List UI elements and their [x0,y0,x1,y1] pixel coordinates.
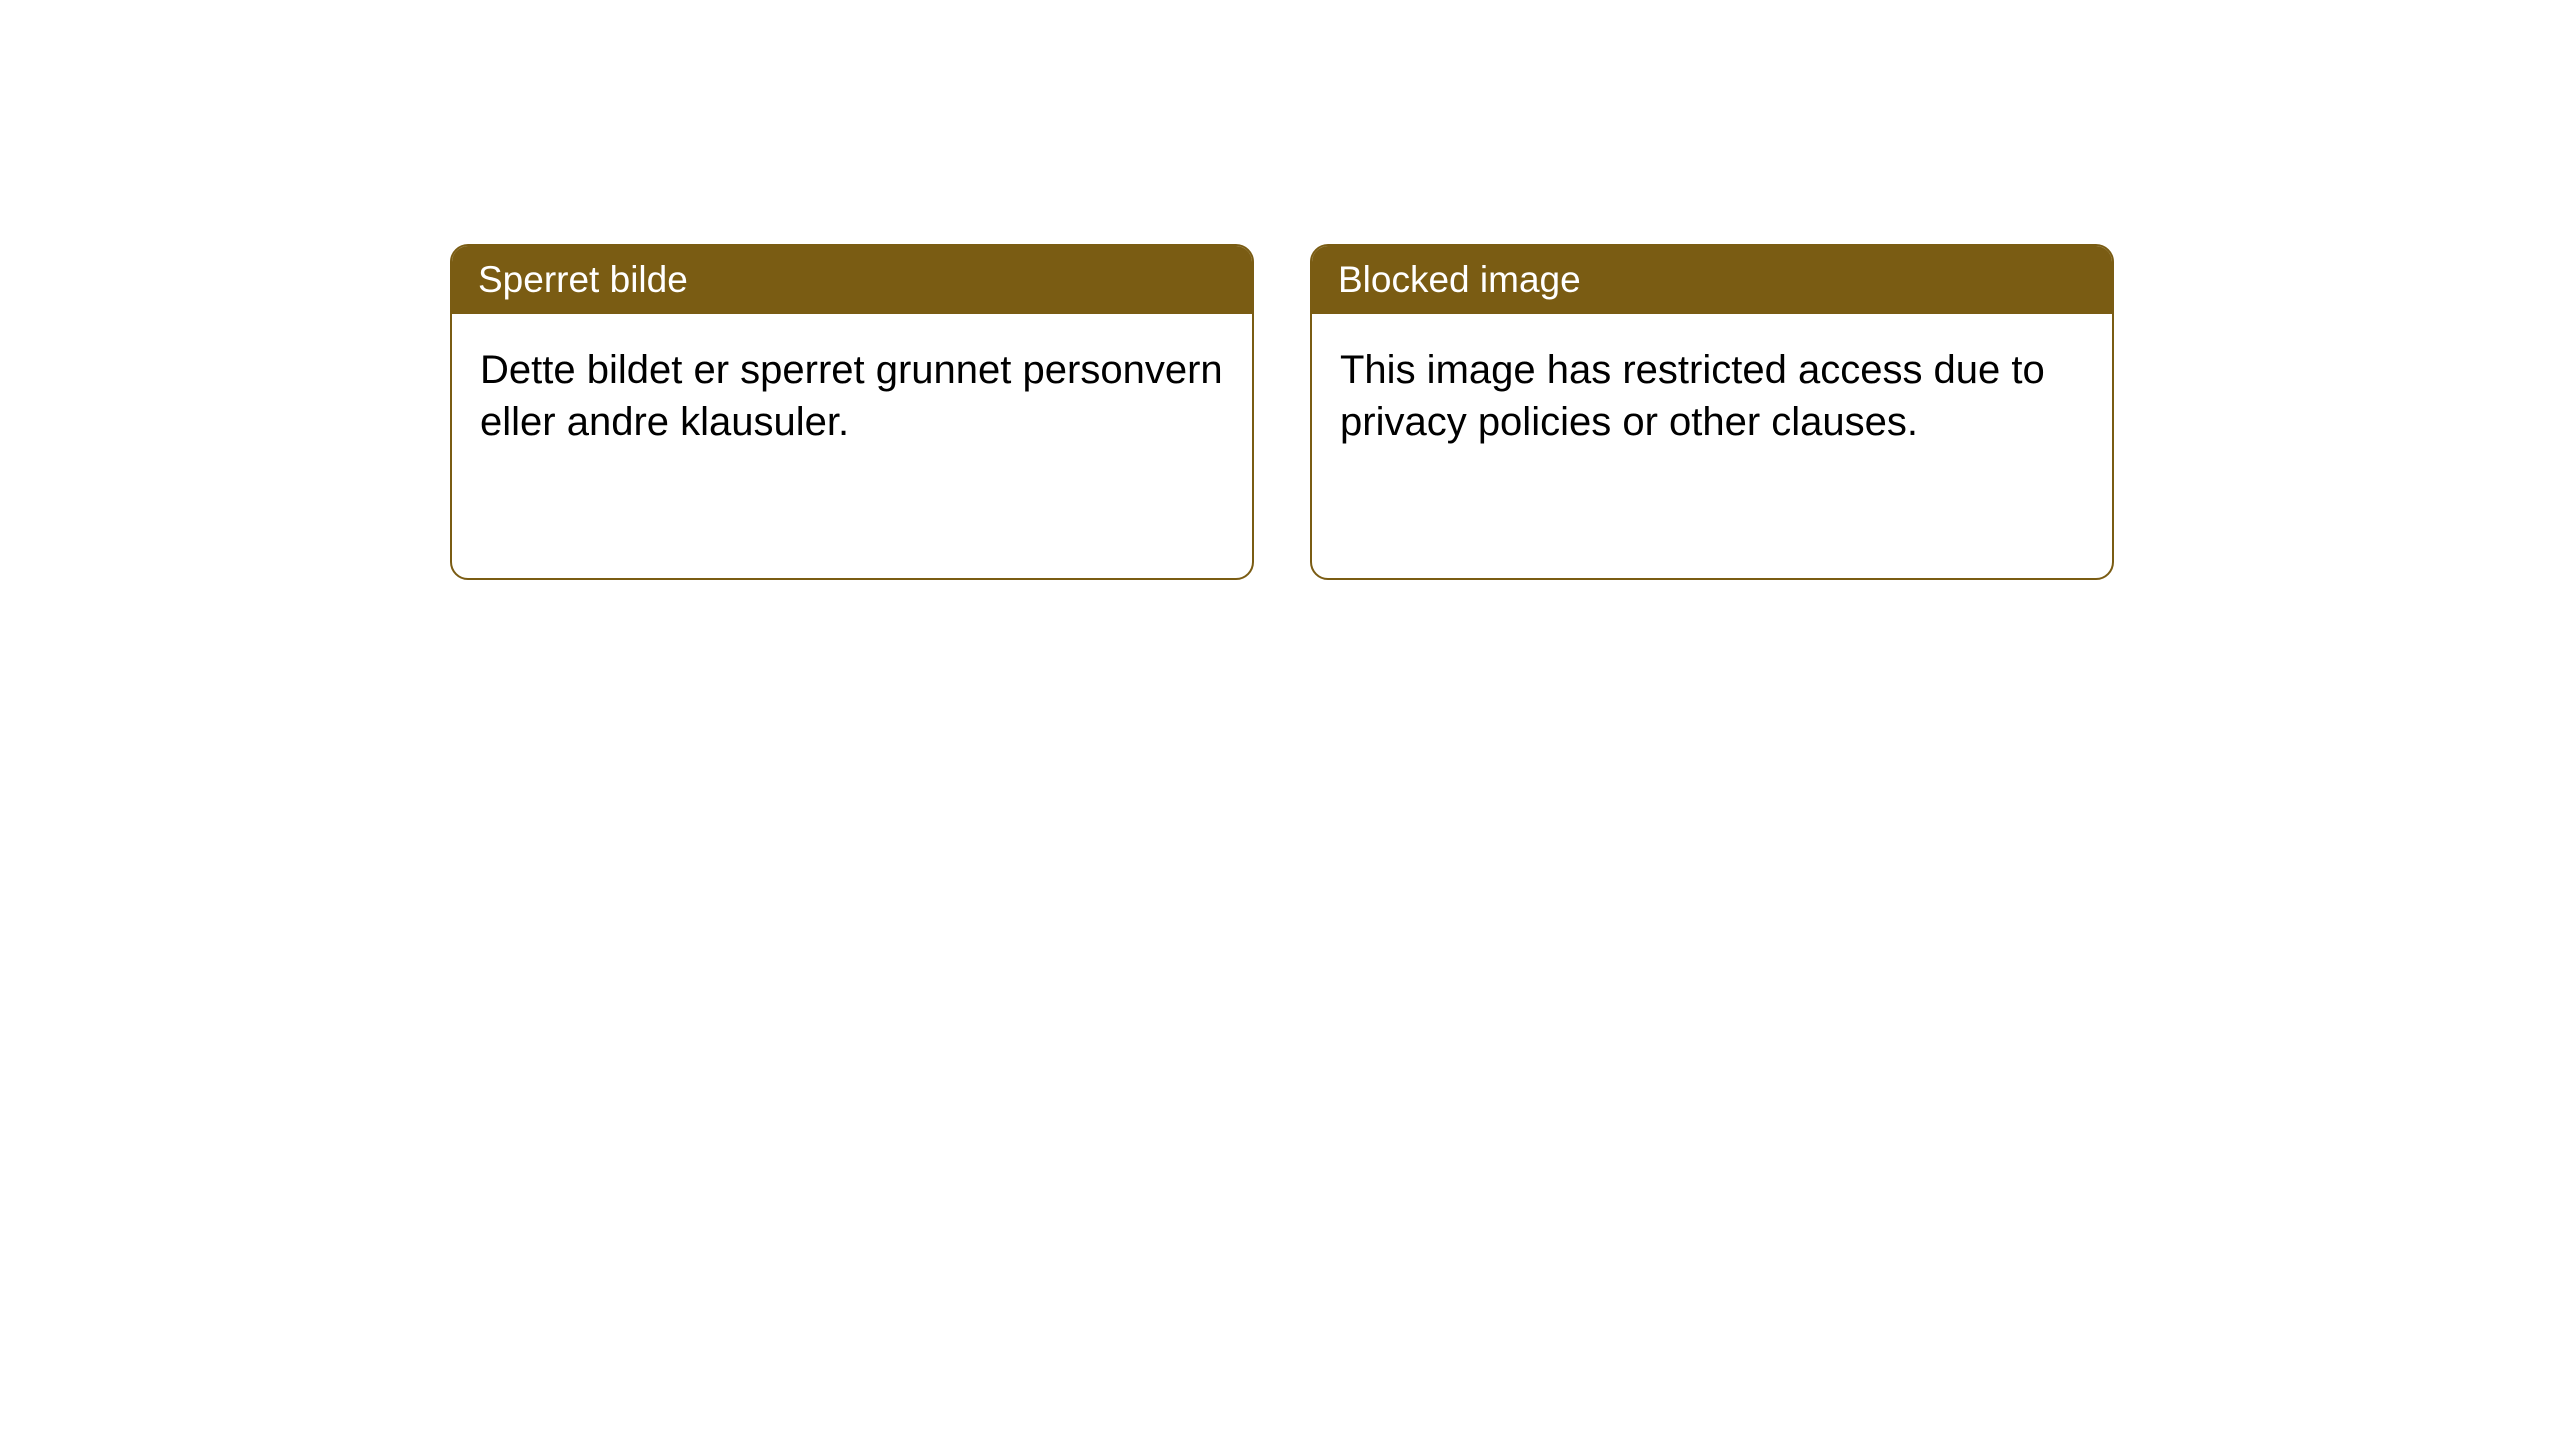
card-body-norwegian: Dette bildet er sperret grunnet personve… [452,314,1252,468]
card-header-norwegian: Sperret bilde [452,246,1252,314]
card-header-english: Blocked image [1312,246,2112,314]
card-message: Dette bildet er sperret grunnet personve… [480,348,1223,444]
notice-container: Sperret bilde Dette bildet er sperret gr… [0,0,2560,580]
blocked-image-card-norwegian: Sperret bilde Dette bildet er sperret gr… [450,244,1254,580]
card-body-english: This image has restricted access due to … [1312,314,2112,468]
card-message: This image has restricted access due to … [1340,348,2045,444]
blocked-image-card-english: Blocked image This image has restricted … [1310,244,2114,580]
card-title: Sperret bilde [478,259,688,300]
card-title: Blocked image [1338,259,1581,300]
